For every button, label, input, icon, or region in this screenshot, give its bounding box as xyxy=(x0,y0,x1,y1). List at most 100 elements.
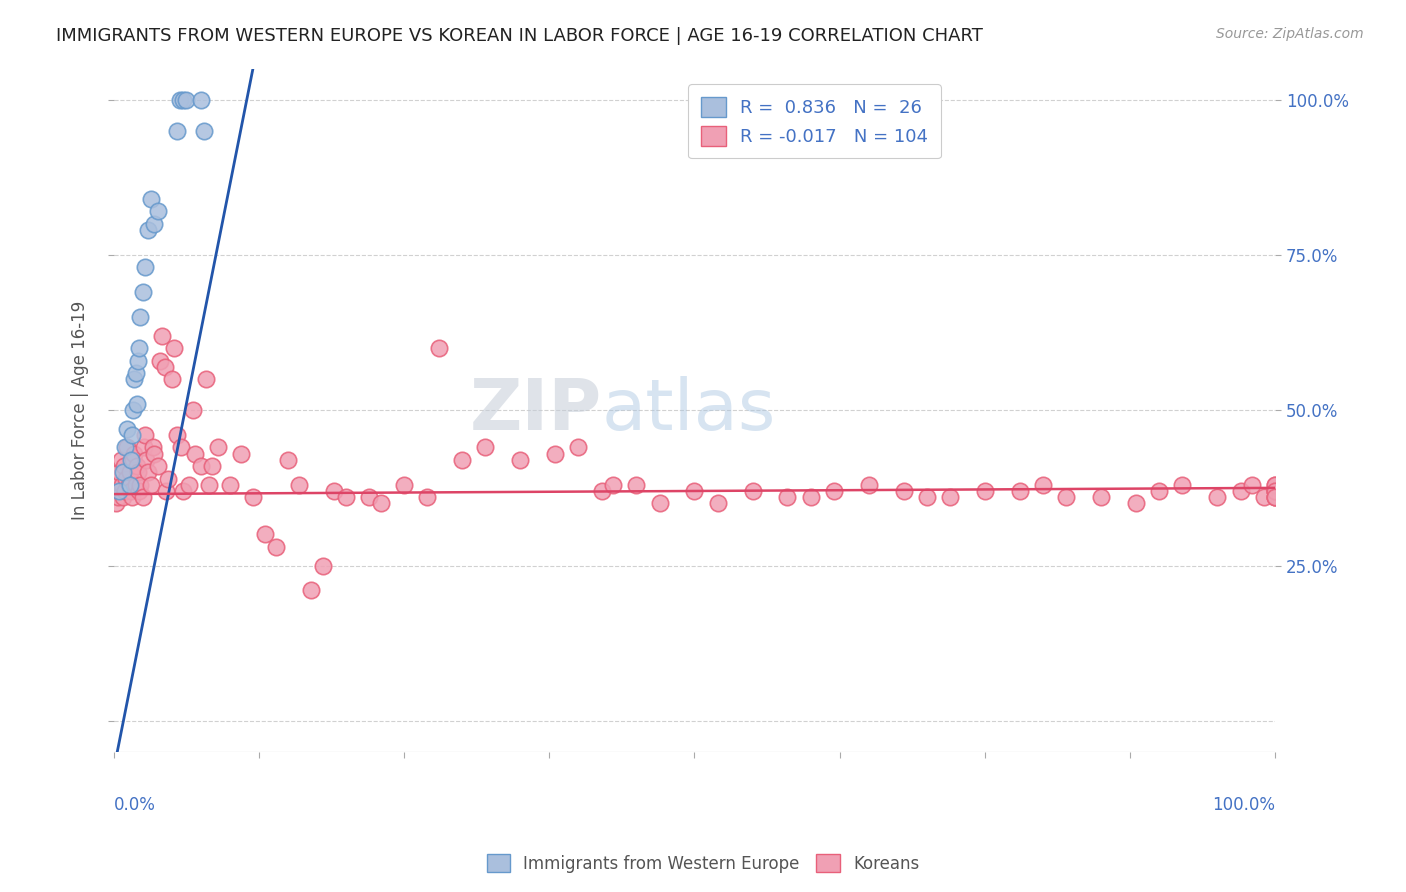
Point xyxy=(1054,490,1077,504)
Point xyxy=(134,428,156,442)
Point xyxy=(190,459,212,474)
Legend: Immigrants from Western Europe, Koreans: Immigrants from Western Europe, Koreans xyxy=(479,847,927,880)
Point xyxy=(107,490,129,504)
Point xyxy=(626,477,648,491)
Point xyxy=(121,428,143,442)
Point xyxy=(139,477,162,491)
Point xyxy=(170,441,193,455)
Point xyxy=(111,477,134,491)
Point xyxy=(1008,483,1031,498)
Point xyxy=(149,353,172,368)
Point xyxy=(1090,490,1112,504)
Point xyxy=(299,583,322,598)
Point xyxy=(1264,477,1286,491)
Point xyxy=(115,471,138,485)
Point xyxy=(174,93,197,107)
Point xyxy=(277,453,299,467)
Point xyxy=(1241,477,1264,491)
Point xyxy=(567,441,589,455)
Point xyxy=(1264,490,1286,504)
Point xyxy=(1206,490,1229,504)
Point xyxy=(1264,483,1286,498)
Point xyxy=(105,477,128,491)
Point xyxy=(108,466,131,480)
Point xyxy=(166,428,188,442)
Point xyxy=(131,285,153,300)
Point xyxy=(143,217,166,231)
Point xyxy=(288,477,311,491)
Text: Source: ZipAtlas.com: Source: ZipAtlas.com xyxy=(1216,27,1364,41)
Point xyxy=(323,483,346,498)
Point xyxy=(122,453,145,467)
Point xyxy=(129,310,152,324)
Point xyxy=(509,453,531,467)
Point xyxy=(172,93,194,107)
Legend: R =  0.836   N =  26, R = -0.017   N = 104: R = 0.836 N = 26, R = -0.017 N = 104 xyxy=(688,85,941,159)
Point xyxy=(474,441,496,455)
Point xyxy=(974,483,997,498)
Point xyxy=(120,483,142,498)
Y-axis label: In Labor Force | Age 16-19: In Labor Force | Age 16-19 xyxy=(72,301,89,520)
Point xyxy=(129,477,152,491)
Point xyxy=(155,483,177,498)
Point xyxy=(108,483,131,498)
Point xyxy=(264,540,287,554)
Point xyxy=(117,441,139,455)
Point xyxy=(160,372,183,386)
Point xyxy=(139,192,162,206)
Point xyxy=(157,471,180,485)
Point xyxy=(112,459,135,474)
Point xyxy=(683,483,706,498)
Point xyxy=(858,477,880,491)
Point xyxy=(1147,483,1170,498)
Point xyxy=(893,483,915,498)
Point xyxy=(1264,483,1286,498)
Point xyxy=(120,453,142,467)
Point xyxy=(335,490,357,504)
Point xyxy=(124,372,146,386)
Point xyxy=(427,341,450,355)
Point xyxy=(370,496,392,510)
Point xyxy=(114,483,136,498)
Point xyxy=(135,453,157,467)
Point xyxy=(128,341,150,355)
Point xyxy=(1264,490,1286,504)
Point xyxy=(207,441,229,455)
Point xyxy=(823,483,845,498)
Text: ZIP: ZIP xyxy=(470,376,602,445)
Point xyxy=(142,441,165,455)
Point xyxy=(110,453,132,467)
Point xyxy=(1264,483,1286,498)
Point xyxy=(104,496,127,510)
Point xyxy=(359,490,381,504)
Point xyxy=(138,223,160,237)
Point xyxy=(121,490,143,504)
Point xyxy=(591,483,613,498)
Point xyxy=(312,558,335,573)
Point xyxy=(915,490,938,504)
Point xyxy=(132,441,155,455)
Point xyxy=(143,447,166,461)
Point xyxy=(153,359,176,374)
Point xyxy=(114,441,136,455)
Point xyxy=(150,328,173,343)
Point xyxy=(117,422,139,436)
Point xyxy=(706,496,728,510)
Point xyxy=(118,466,141,480)
Point xyxy=(195,372,218,386)
Point xyxy=(1229,483,1251,498)
Point xyxy=(131,490,153,504)
Point xyxy=(124,447,146,461)
Point xyxy=(134,260,156,275)
Point xyxy=(184,447,207,461)
Point xyxy=(1125,496,1147,510)
Point xyxy=(253,527,276,541)
Point xyxy=(146,459,169,474)
Point xyxy=(181,403,204,417)
Text: 0.0%: 0.0% xyxy=(114,797,156,814)
Point xyxy=(172,483,194,498)
Point xyxy=(193,123,215,137)
Point xyxy=(163,341,186,355)
Text: 100.0%: 100.0% xyxy=(1212,797,1275,814)
Point xyxy=(1264,490,1286,504)
